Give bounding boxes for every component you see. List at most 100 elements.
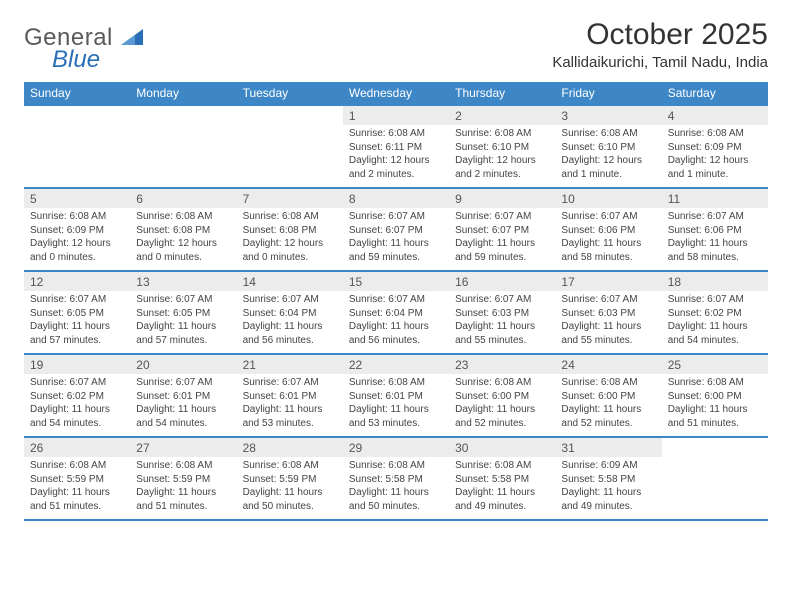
day-number-cell: 13 <box>130 271 236 291</box>
daylight-text-2: and 58 minutes. <box>561 251 655 265</box>
day-detail-cell: Sunrise: 6:07 AMSunset: 6:06 PMDaylight:… <box>555 208 661 271</box>
daylight-text-1: Daylight: 11 hours <box>455 486 549 500</box>
day-header-sun: Sunday <box>24 82 130 105</box>
sunrise-text: Sunrise: 6:07 AM <box>561 210 655 224</box>
day-detail-cell: Sunrise: 6:07 AMSunset: 6:03 PMDaylight:… <box>555 291 661 354</box>
sunset-text: Sunset: 6:07 PM <box>455 224 549 238</box>
day-detail-cell: Sunrise: 6:08 AMSunset: 5:59 PMDaylight:… <box>24 457 130 520</box>
week-detail-row: Sunrise: 6:08 AMSunset: 5:59 PMDaylight:… <box>24 457 768 520</box>
daylight-text-1: Daylight: 11 hours <box>30 403 124 417</box>
daylight-text-2: and 0 minutes. <box>243 251 337 265</box>
daylight-text-1: Daylight: 11 hours <box>668 403 762 417</box>
day-detail-cell: Sunrise: 6:07 AMSunset: 6:05 PMDaylight:… <box>130 291 236 354</box>
day-number-cell: 19 <box>24 354 130 374</box>
daylight-text-2: and 54 minutes. <box>136 417 230 431</box>
daylight-text-1: Daylight: 12 hours <box>561 154 655 168</box>
day-detail-cell: Sunrise: 6:07 AMSunset: 6:06 PMDaylight:… <box>662 208 768 271</box>
day-number-cell: 10 <box>555 188 661 208</box>
day-number-cell: 24 <box>555 354 661 374</box>
day-header-mon: Monday <box>130 82 236 105</box>
sunrise-text: Sunrise: 6:08 AM <box>243 459 337 473</box>
daylight-text-1: Daylight: 11 hours <box>561 237 655 251</box>
day-number-cell <box>237 105 343 125</box>
day-detail-cell: Sunrise: 6:08 AMSunset: 6:00 PMDaylight:… <box>662 374 768 437</box>
daylight-text-1: Daylight: 11 hours <box>30 486 124 500</box>
day-detail-cell: Sunrise: 6:07 AMSunset: 6:05 PMDaylight:… <box>24 291 130 354</box>
sunrise-text: Sunrise: 6:08 AM <box>243 210 337 224</box>
week-detail-row: Sunrise: 6:08 AMSunset: 6:11 PMDaylight:… <box>24 125 768 188</box>
day-number-cell <box>662 437 768 457</box>
day-detail-cell: Sunrise: 6:08 AMSunset: 6:09 PMDaylight:… <box>24 208 130 271</box>
day-detail-cell: Sunrise: 6:08 AMSunset: 6:08 PMDaylight:… <box>237 208 343 271</box>
day-detail-cell: Sunrise: 6:08 AMSunset: 6:00 PMDaylight:… <box>555 374 661 437</box>
day-detail-cell: Sunrise: 6:08 AMSunset: 5:58 PMDaylight:… <box>343 457 449 520</box>
day-number-cell: 5 <box>24 188 130 208</box>
day-detail-cell: Sunrise: 6:07 AMSunset: 6:01 PMDaylight:… <box>130 374 236 437</box>
daylight-text-2: and 59 minutes. <box>349 251 443 265</box>
day-detail-cell: Sunrise: 6:08 AMSunset: 6:08 PMDaylight:… <box>130 208 236 271</box>
daylight-text-2: and 1 minute. <box>561 168 655 182</box>
sunrise-text: Sunrise: 6:07 AM <box>668 210 762 224</box>
daylight-text-2: and 58 minutes. <box>668 251 762 265</box>
day-number-cell: 22 <box>343 354 449 374</box>
day-detail-cell: Sunrise: 6:08 AMSunset: 6:09 PMDaylight:… <box>662 125 768 188</box>
daylight-text-1: Daylight: 11 hours <box>561 486 655 500</box>
sunset-text: Sunset: 5:59 PM <box>136 473 230 487</box>
day-header-thu: Thursday <box>449 82 555 105</box>
sunset-text: Sunset: 6:01 PM <box>349 390 443 404</box>
day-header-sat: Saturday <box>662 82 768 105</box>
day-detail-cell: Sunrise: 6:07 AMSunset: 6:01 PMDaylight:… <box>237 374 343 437</box>
day-number-cell: 26 <box>24 437 130 457</box>
day-detail-cell <box>237 125 343 188</box>
sunrise-text: Sunrise: 6:07 AM <box>30 376 124 390</box>
day-detail-cell <box>130 125 236 188</box>
day-detail-cell: Sunrise: 6:08 AMSunset: 6:10 PMDaylight:… <box>555 125 661 188</box>
sunset-text: Sunset: 6:03 PM <box>455 307 549 321</box>
day-detail-cell: Sunrise: 6:08 AMSunset: 6:10 PMDaylight:… <box>449 125 555 188</box>
daylight-text-1: Daylight: 11 hours <box>349 486 443 500</box>
week-detail-row: Sunrise: 6:07 AMSunset: 6:02 PMDaylight:… <box>24 374 768 437</box>
day-detail-cell: Sunrise: 6:08 AMSunset: 6:00 PMDaylight:… <box>449 374 555 437</box>
week-number-row: 1234 <box>24 105 768 125</box>
day-number-cell: 2 <box>449 105 555 125</box>
sunrise-text: Sunrise: 6:07 AM <box>243 376 337 390</box>
daylight-text-2: and 0 minutes. <box>136 251 230 265</box>
day-header-row: Sunday Monday Tuesday Wednesday Thursday… <box>24 82 768 105</box>
calendar-body: 1234Sunrise: 6:08 AMSunset: 6:11 PMDayli… <box>24 105 768 520</box>
day-number-cell: 8 <box>343 188 449 208</box>
day-number-cell: 7 <box>237 188 343 208</box>
daylight-text-1: Daylight: 12 hours <box>668 154 762 168</box>
daylight-text-1: Daylight: 11 hours <box>30 320 124 334</box>
sunset-text: Sunset: 5:58 PM <box>349 473 443 487</box>
daylight-text-1: Daylight: 11 hours <box>668 237 762 251</box>
sunrise-text: Sunrise: 6:07 AM <box>349 293 443 307</box>
daylight-text-1: Daylight: 11 hours <box>349 237 443 251</box>
day-detail-cell <box>24 125 130 188</box>
calendar-table: Sunday Monday Tuesday Wednesday Thursday… <box>24 82 768 521</box>
daylight-text-1: Daylight: 12 hours <box>455 154 549 168</box>
sunset-text: Sunset: 6:09 PM <box>668 141 762 155</box>
day-detail-cell: Sunrise: 6:07 AMSunset: 6:02 PMDaylight:… <box>662 291 768 354</box>
sunrise-text: Sunrise: 6:08 AM <box>668 127 762 141</box>
day-number-cell: 12 <box>24 271 130 291</box>
day-detail-cell: Sunrise: 6:07 AMSunset: 6:04 PMDaylight:… <box>343 291 449 354</box>
daylight-text-2: and 0 minutes. <box>30 251 124 265</box>
daylight-text-1: Daylight: 11 hours <box>136 486 230 500</box>
sunset-text: Sunset: 6:01 PM <box>243 390 337 404</box>
day-number-cell: 25 <box>662 354 768 374</box>
title-block: October 2025 Kallidaikurichi, Tamil Nadu… <box>552 18 768 71</box>
sunset-text: Sunset: 5:58 PM <box>455 473 549 487</box>
sunset-text: Sunset: 6:00 PM <box>561 390 655 404</box>
daylight-text-1: Daylight: 11 hours <box>668 320 762 334</box>
sunset-text: Sunset: 6:05 PM <box>136 307 230 321</box>
calendar-page: General Blue October 2025 Kallidaikurich… <box>0 0 792 521</box>
sunset-text: Sunset: 6:04 PM <box>349 307 443 321</box>
sunrise-text: Sunrise: 6:08 AM <box>455 459 549 473</box>
day-number-cell: 11 <box>662 188 768 208</box>
month-title: October 2025 <box>552 18 768 52</box>
sunrise-text: Sunrise: 6:07 AM <box>455 293 549 307</box>
daylight-text-2: and 2 minutes. <box>455 168 549 182</box>
day-number-cell: 31 <box>555 437 661 457</box>
sunset-text: Sunset: 6:10 PM <box>561 141 655 155</box>
sunrise-text: Sunrise: 6:08 AM <box>561 376 655 390</box>
